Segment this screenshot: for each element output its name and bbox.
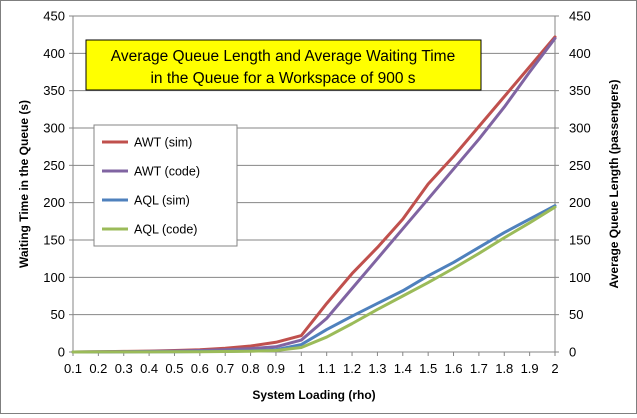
y2-tick-label: 200 (569, 195, 591, 210)
x-tick-label: 1.8 (495, 361, 513, 376)
x-tick-label: 1 (298, 361, 305, 376)
y2-tick-label: 150 (569, 233, 591, 248)
legend-label: AWT (code) (134, 165, 200, 179)
y-axis-title: Waiting Time in the Queue (s) (17, 100, 31, 268)
legend: AWT (sim) AWT (code) AQL (sim) AQL (code) (93, 124, 238, 247)
y2-tick-label: 50 (569, 307, 583, 322)
x-tick-label: 2 (551, 361, 558, 376)
y-tick-label: 100 (43, 270, 65, 285)
x-tick-label: 0.2 (89, 361, 107, 376)
x-tick-label: 0.7 (216, 361, 234, 376)
x-tick-label: 1.6 (444, 361, 462, 376)
x-tick-label: 1.9 (521, 361, 539, 376)
y-tick-label: 50 (51, 307, 65, 322)
y-tick-label: 400 (43, 46, 65, 61)
legend-label: AQL (code) (134, 223, 197, 237)
y2-tick-label: 400 (569, 46, 591, 61)
x-tick-label: 0.1 (64, 361, 82, 376)
series-line-3 (71, 205, 557, 354)
x-tick-label: 1.7 (470, 361, 488, 376)
y-tick-label: 0 (58, 345, 65, 360)
plot-area-border (72, 15, 556, 353)
y2-tick-label: 450 (569, 9, 591, 24)
x-tick-label: 0.3 (115, 361, 133, 376)
x-axis-title: System Loading (rho) (252, 388, 375, 402)
y-tick-label: 350 (43, 83, 65, 98)
x-tick-label: 0.5 (165, 361, 183, 376)
y2-tick-label: 300 (569, 121, 591, 136)
y-tick-label: 250 (43, 158, 65, 173)
x-tick-label: 1.4 (394, 361, 412, 376)
title-line-2: in the Queue for a Workspace of 900 s (150, 70, 415, 87)
y2-axis-title: Average Queue Length (passengers) (607, 80, 621, 289)
y2-tick-label: 250 (569, 158, 591, 173)
legend-label: AWT (sim) (134, 136, 192, 150)
y2-tick-label: 350 (569, 83, 591, 98)
title-box (85, 39, 482, 91)
legend-label: AQL (sim) (134, 194, 190, 208)
x-axis-ticks: 0.1 0.2 0.3 0.4 0.5 0.6 0.7 0.8 0.9 1 1.1 1.2 1.3 1.4… (64, 352, 559, 376)
x-tick-label: 0.4 (140, 361, 158, 376)
title-line-1: Average Queue Length and Average Waiting… (111, 48, 455, 65)
y-tick-label: 200 (43, 195, 65, 210)
y-tick-label: 450 (43, 9, 65, 24)
x-tick-label: 1.3 (368, 361, 386, 376)
x-tick-label: 0.8 (242, 361, 260, 376)
y-tick-label: 300 (43, 121, 65, 136)
legend-box (93, 124, 238, 247)
x-tick-label: 1.2 (343, 361, 361, 376)
series-lines (71, 35, 557, 354)
x-tick-label: 1.5 (419, 361, 437, 376)
x-tick-label: 0.6 (191, 361, 209, 376)
y2-tick-label: 0 (569, 345, 576, 360)
y2-axis-ticks: 0 50 100 150 200 250 300 350 400 450 (555, 9, 591, 360)
chart-title: Average Queue Length and Average Waiting… (85, 39, 482, 91)
x-tick-label: 0.9 (267, 361, 285, 376)
y-tick-label: 150 (43, 233, 65, 248)
y-axis-ticks: 0 50 100 150 200 250 300 350 400 450 (43, 9, 73, 360)
y2-tick-label: 100 (569, 270, 591, 285)
x-tick-label: 1.1 (318, 361, 336, 376)
